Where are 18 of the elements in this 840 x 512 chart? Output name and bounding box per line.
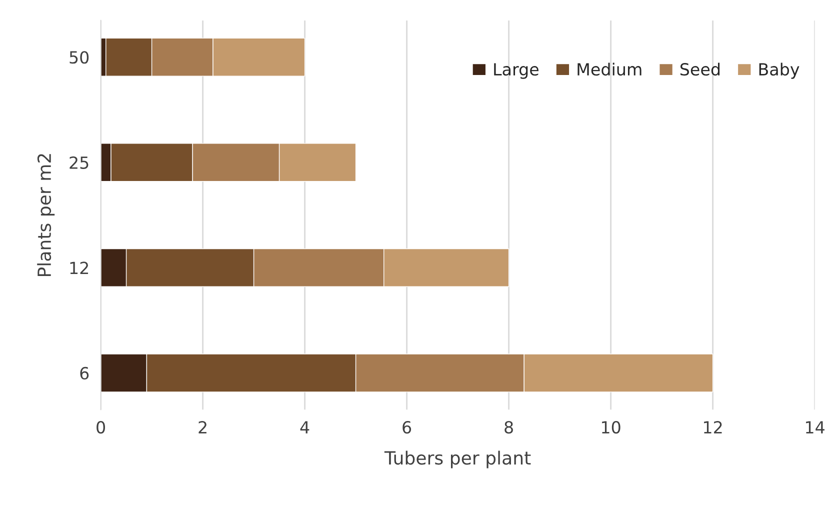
y-tick-label: 50: [70, 51, 89, 64]
y-tick-label: 6: [80, 366, 89, 380]
legend-label: Seed: [680, 62, 720, 76]
y-axis-title: Plants per m2: [37, 154, 55, 276]
x-tick-label: 12: [704, 421, 722, 434]
legend-label: Baby: [759, 62, 800, 79]
legend-label: Large: [494, 63, 538, 79]
y-tick-label: 12: [70, 262, 88, 274]
legend-label: Medium: [578, 62, 642, 76]
x-tick-label: 0: [96, 421, 105, 434]
x-axis-title: Tubers per plant: [384, 450, 531, 468]
y-tick-label: 25: [70, 156, 88, 169]
x-tick-label: 14: [806, 421, 824, 434]
x-tick-label: 10: [602, 421, 620, 434]
x-tick-label: 2: [198, 421, 206, 434]
x-tick-label: 4: [300, 421, 310, 434]
x-tick-label: 6: [402, 421, 412, 434]
x-tick-label: 8: [504, 421, 513, 434]
